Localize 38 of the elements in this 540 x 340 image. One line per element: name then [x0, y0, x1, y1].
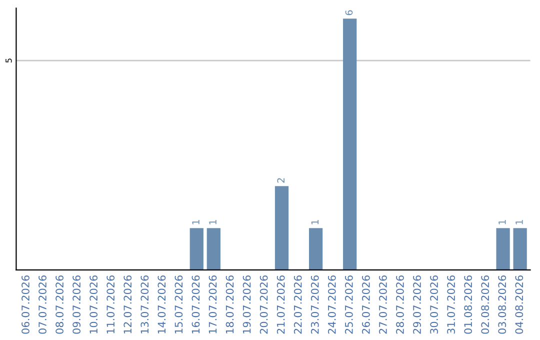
x-tick-label: 19.07.2026 [242, 275, 251, 334]
data-label: 1 [209, 220, 216, 224]
x-tick-label: 31.07.2026 [447, 275, 455, 334]
x-tick-label: 24.07.2026 [328, 275, 336, 334]
x-tick-label: 08.07.2026 [56, 275, 64, 334]
x-tick-label: 12.07.2026 [124, 275, 132, 334]
y-tick-label: 5 [6, 58, 12, 63]
x-tick-label: 27.07.2026 [379, 275, 387, 334]
x-tick-label: 21.07.2026 [276, 275, 285, 334]
x-tick-label: 18.07.2026 [226, 275, 234, 334]
x-tick-label: 16.07.2026 [192, 275, 200, 334]
x-tick-label: 10.07.2026 [90, 275, 98, 334]
x-tick-label: 15.07.2026 [174, 275, 183, 334]
x-tick-label: 25.07.2026 [344, 275, 353, 334]
x-tick-label: 04.08.2026 [515, 275, 524, 334]
data-label: 6 [345, 10, 353, 16]
x-tick-label: 14.07.2026 [158, 275, 166, 334]
data-label: 1 [498, 220, 506, 224]
x-tick-label: 17.07.2026 [208, 275, 217, 334]
x-tick-label: 02.08.2026 [481, 275, 490, 334]
x-tick-label: 06.07.2026 [22, 275, 30, 334]
x-tick-label: 13.07.2026 [140, 275, 149, 334]
x-tick-label: 26.07.2026 [362, 275, 370, 334]
data-label: 1 [192, 220, 200, 224]
x-tick-label: 01.08.2026 [464, 275, 472, 334]
x-tick-label: 07.07.2026 [38, 275, 46, 334]
x-tick-label: 22.07.2026 [294, 275, 302, 334]
x-tick-label: 30.07.2026 [430, 275, 438, 334]
x-tick-label: 23.07.2026 [310, 275, 319, 334]
data-label: 1 [516, 220, 523, 224]
data-label: 2 [277, 178, 284, 183]
x-tick-label: 03.08.2026 [498, 275, 506, 334]
x-tick-label: 20.07.2026 [260, 275, 268, 334]
x-tick-label: 11.07.2026 [106, 275, 115, 334]
x-tick-label: 28.07.2026 [396, 275, 404, 334]
data-label: 1 [311, 220, 318, 224]
x-tick-label: 09.07.2026 [72, 275, 81, 334]
x-tick-label: 29.07.2026 [413, 275, 421, 334]
